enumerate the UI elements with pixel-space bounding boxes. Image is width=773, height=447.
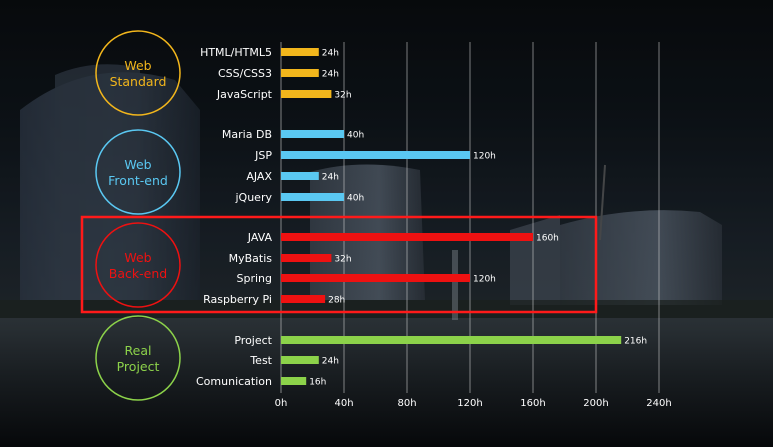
group-circles: WebStandardWebFront-endWebBack-endRealPr… (95, 30, 181, 401)
group-label: Web (124, 250, 151, 265)
bar (281, 130, 344, 138)
category-label: AJAX (246, 170, 272, 183)
x-tick-label: 80h (397, 398, 416, 409)
value-label: 120h (473, 275, 496, 285)
bar (281, 336, 622, 344)
value-label: 24h (322, 173, 339, 183)
category-label: JAVA (247, 231, 273, 244)
x-tick-label: 40h (334, 398, 353, 409)
value-label: 16h (309, 378, 326, 388)
category-label: jQuery (235, 191, 273, 204)
value-label: 32h (334, 91, 351, 101)
value-label: 32h (334, 255, 351, 265)
group-label: Web (124, 58, 151, 73)
category-label: Raspberry Pi (203, 293, 272, 306)
bar (281, 356, 319, 364)
building-left (20, 64, 200, 300)
category-label: Test (249, 354, 272, 367)
x-tick-label: 200h (583, 398, 608, 409)
value-label: 216h (624, 337, 647, 347)
group-circle (95, 129, 181, 215)
value-label: 24h (322, 70, 339, 80)
backend-highlight-box (80, 215, 598, 314)
x-tick-label: 120h (457, 398, 482, 409)
bar (281, 69, 319, 77)
value-label: 120h (473, 152, 496, 162)
value-label: 24h (322, 49, 339, 59)
category-label: Comunication (196, 375, 272, 388)
group-label: Back-end (109, 266, 167, 281)
x-tick-label: 160h (520, 398, 545, 409)
bar (281, 254, 332, 262)
category-label: MyBatis (229, 252, 273, 265)
x-tick-label: 0h (275, 398, 288, 409)
group-circle (95, 315, 181, 401)
category-label: JavaScript (216, 88, 273, 101)
group-label: Project (117, 359, 160, 374)
x-axis-ticks: 0h 40h 80h 120h 160h 200h 240h (275, 398, 672, 409)
bar (281, 151, 470, 159)
group-label: Standard (110, 74, 167, 89)
category-label: CSS/CSS3 (218, 67, 272, 80)
x-tick-label: 240h (646, 398, 671, 409)
bar (281, 295, 326, 303)
bar (281, 274, 470, 282)
category-label: Maria DB (222, 128, 272, 141)
bar (281, 48, 319, 56)
category-label: HTML/HTML5 (200, 46, 272, 59)
category-label: Spring (237, 272, 273, 285)
category-label: Project (234, 334, 272, 347)
value-label: 40h (347, 131, 364, 141)
value-label: 24h (322, 357, 339, 367)
bar (281, 172, 319, 180)
bar (281, 193, 344, 201)
bar (281, 90, 332, 98)
category-label: JSP (254, 149, 272, 162)
bar (281, 233, 533, 241)
bars (281, 48, 622, 385)
value-labels: 24h 24h 32h 40h 120h 24h 40h 160h 32h 120h 28h 216h… (309, 49, 647, 388)
value-label: 40h (347, 194, 364, 204)
bar (281, 377, 307, 385)
value-label: 160h (536, 234, 559, 244)
group-circle (95, 222, 181, 308)
category-labels: HTML/HTML5 CSS/CSS3 JavaScript Maria DB JSP A… (196, 46, 273, 388)
group-label: Real (125, 343, 152, 358)
group-label: Front-end (108, 173, 168, 188)
group-circle (95, 30, 181, 116)
value-label: 28h (328, 296, 345, 306)
group-label: Web (124, 157, 151, 172)
